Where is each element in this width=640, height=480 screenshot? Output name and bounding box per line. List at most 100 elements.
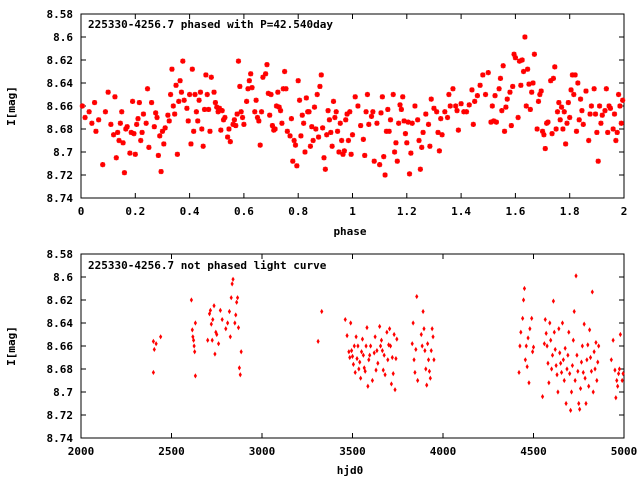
unphased-data-point: [345, 333, 349, 339]
phased-data-point: [140, 111, 147, 117]
phased-data-point: [86, 109, 92, 115]
phased-light-curve-panel: 225330-4256.7 phased with P=42.540day ph…: [5, 8, 627, 238]
unphased-data-point: [562, 377, 566, 384]
phased-data-point: [299, 112, 305, 118]
phased-data-point: [417, 166, 423, 172]
phased-data-point: [493, 119, 499, 125]
phased-data-point: [234, 111, 240, 117]
phased-data-point: [472, 98, 478, 104]
unphased-data-point: [235, 299, 239, 305]
unphased-x-tick-label: 3000: [249, 445, 276, 458]
phased-data-point: [573, 128, 580, 134]
phased-data-point: [227, 139, 233, 145]
phased-data-point: [252, 109, 258, 115]
phased-data-point: [93, 128, 99, 134]
phased-data-point: [116, 137, 122, 144]
phased-data-point: [195, 118, 201, 124]
phased-data-point: [352, 94, 358, 100]
phased-data-point: [336, 149, 342, 155]
phased-data-point: [222, 114, 228, 121]
phased-data-point: [296, 97, 303, 103]
unphased-data-point: [363, 368, 367, 374]
phased-data-point: [264, 62, 270, 68]
phased-data-point: [238, 109, 244, 115]
unphased-data-point: [416, 377, 420, 384]
unphased-data-point: [419, 331, 423, 338]
unphased-data-point: [234, 312, 238, 318]
unphased-data-point: [230, 281, 234, 287]
phased-data-point: [620, 97, 626, 103]
unphased-data-point: [229, 295, 233, 301]
unphased-data-point: [394, 356, 398, 362]
unphased-data-point: [375, 348, 379, 354]
unphased-data-point: [567, 329, 571, 335]
unphased-data-point: [391, 371, 395, 377]
unphased-data-point: [588, 327, 592, 333]
phased-data-point: [127, 150, 133, 156]
phased-data-point: [298, 133, 304, 139]
phased-data-point: [245, 86, 251, 92]
phased-data-point: [537, 91, 543, 98]
unphased-data-point: [355, 356, 359, 362]
phased-data-point: [317, 83, 323, 90]
phased-data-point: [512, 55, 518, 61]
unphased-data-point: [585, 357, 589, 363]
phased-data-point: [397, 102, 403, 108]
phased-data-point: [334, 128, 341, 134]
phased-data-point: [115, 129, 121, 136]
unphased-data-point: [366, 383, 370, 389]
phased-data-point: [172, 111, 178, 117]
unphased-data-point: [552, 329, 556, 335]
phased-data-point: [178, 89, 185, 95]
unphased-data-point: [543, 316, 547, 323]
phased-data-point: [503, 104, 509, 110]
unphased-data-point: [411, 320, 415, 326]
phased-data-point: [341, 148, 347, 154]
phased-data-point: [218, 127, 224, 133]
phased-data-point: [508, 122, 514, 129]
phased-data-point: [129, 98, 136, 104]
phased-data-point: [469, 87, 475, 93]
phased-data-point: [212, 99, 218, 106]
phased-data-point: [226, 126, 232, 132]
phased-data-point: [577, 96, 584, 102]
unphased-chart-title: 225330-4256.7 not phased light curve: [88, 259, 327, 272]
phased-data-point: [169, 66, 175, 72]
unphased-data-point: [211, 316, 215, 323]
phased-data-point: [438, 116, 444, 122]
unphased-data-point: [152, 346, 156, 353]
phased-data-point: [110, 132, 117, 138]
unphased-data-point: [343, 316, 347, 323]
unphased-data-point: [382, 352, 386, 358]
phased-data-point: [477, 82, 483, 88]
unphased-data-point: [378, 323, 382, 330]
phased-data-point: [237, 83, 243, 90]
phased-data-point: [522, 34, 528, 40]
unphased-data-point: [569, 389, 574, 395]
phased-data-point: [526, 81, 532, 87]
phased-x-tick-label: 0.6: [234, 205, 254, 218]
phased-data-point: [564, 120, 570, 126]
phased-data-point: [470, 121, 476, 127]
phased-data-point: [273, 103, 280, 109]
unphased-data-point: [395, 336, 399, 342]
phased-data-point: [363, 109, 369, 115]
phased-data-point: [531, 51, 538, 57]
unphased-data-point: [553, 346, 557, 353]
phased-data-point: [364, 91, 371, 98]
phased-data-point: [539, 128, 546, 134]
unphased-data-point: [615, 377, 619, 384]
unphased-data-point: [544, 330, 548, 336]
phased-data-point: [258, 109, 265, 115]
phased-data-point: [561, 109, 567, 115]
unphased-data-point: [233, 320, 237, 326]
unphased-data-point: [557, 326, 561, 332]
phased-data-point: [254, 114, 261, 121]
phased-data-point: [231, 117, 237, 123]
unphased-data-point: [422, 326, 426, 332]
unphased-data-point: [569, 407, 573, 413]
phased-data-point: [315, 134, 322, 140]
phased-data-point: [177, 78, 183, 84]
unphased-data-point: [558, 350, 562, 356]
unphased-data-point: [388, 326, 392, 332]
